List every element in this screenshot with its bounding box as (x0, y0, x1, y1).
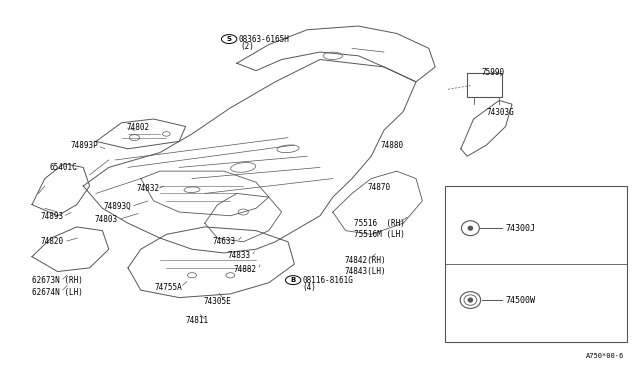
Text: 75990: 75990 (481, 68, 504, 77)
Text: B: B (291, 277, 296, 283)
Text: A750*00·6: A750*00·6 (586, 353, 624, 359)
Text: (4): (4) (302, 283, 316, 292)
Text: 74305E: 74305E (204, 297, 231, 306)
Text: 74500W: 74500W (506, 296, 536, 305)
Ellipse shape (468, 226, 473, 230)
Text: 74811: 74811 (186, 316, 209, 325)
Text: 74633: 74633 (212, 237, 236, 246)
Text: 74802: 74802 (127, 123, 150, 132)
Text: 74893Q: 74893Q (104, 202, 131, 211)
Text: 74303G: 74303G (486, 108, 514, 117)
Text: 74803: 74803 (95, 215, 118, 224)
Text: 74820: 74820 (40, 237, 63, 246)
Text: 74870: 74870 (368, 183, 391, 192)
Text: 74755A: 74755A (155, 283, 182, 292)
Text: S: S (227, 36, 232, 42)
Text: 62674N (LH): 62674N (LH) (32, 288, 83, 296)
Text: 08363-6165H: 08363-6165H (238, 35, 289, 44)
Text: 74842(RH): 74842(RH) (344, 256, 386, 265)
Text: 74300J: 74300J (506, 224, 536, 232)
Text: 74832: 74832 (136, 185, 159, 193)
Bar (445, 186, 627, 342)
Ellipse shape (468, 298, 473, 302)
Text: 75516M (LH): 75516M (LH) (354, 230, 404, 239)
Text: 74880: 74880 (381, 141, 404, 150)
Text: 62673N (RH): 62673N (RH) (32, 276, 83, 285)
Text: 74843(LH): 74843(LH) (344, 267, 386, 276)
Text: (2): (2) (240, 42, 254, 51)
Text: 08116-8161G: 08116-8161G (302, 276, 353, 285)
Text: 74833: 74833 (227, 251, 250, 260)
Text: 74893: 74893 (40, 212, 63, 221)
Text: 74882: 74882 (234, 265, 257, 274)
Text: 75516  (RH): 75516 (RH) (354, 219, 404, 228)
Text: 74893P: 74893P (70, 141, 98, 150)
Text: 65401C: 65401C (50, 163, 77, 172)
